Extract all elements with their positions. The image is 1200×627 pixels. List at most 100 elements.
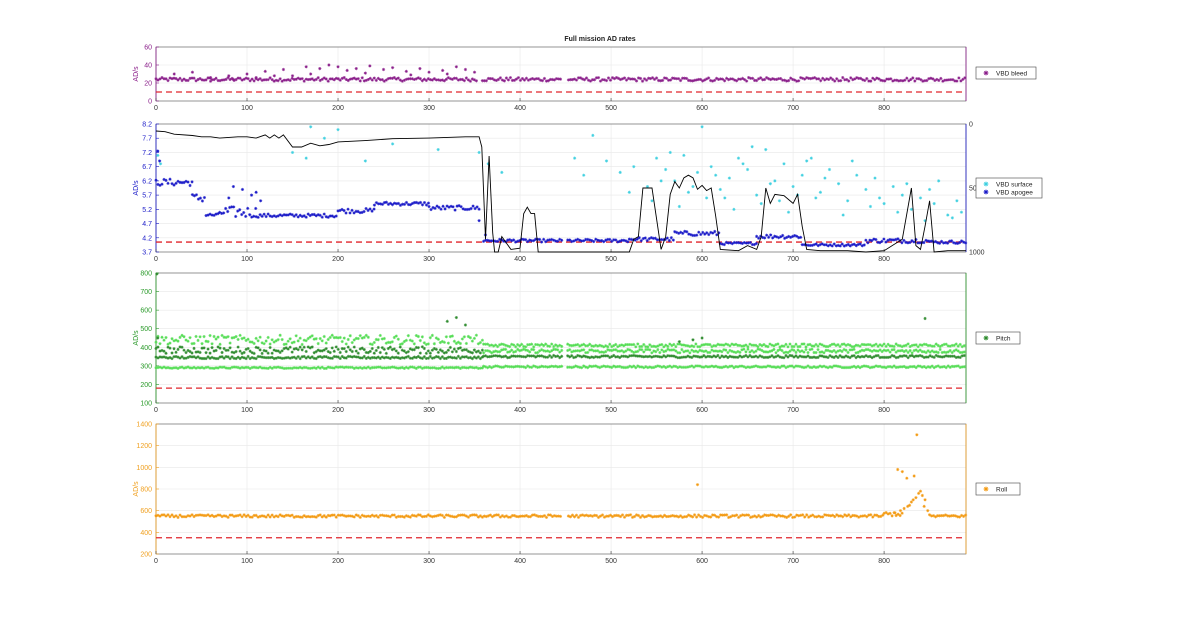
data-point bbox=[861, 78, 865, 82]
x-tick-label: 100 bbox=[241, 558, 253, 565]
data-point bbox=[755, 193, 759, 197]
data-point bbox=[370, 346, 374, 351]
data-point bbox=[390, 365, 394, 369]
data-point bbox=[787, 79, 791, 83]
data-point bbox=[598, 343, 602, 347]
data-point bbox=[458, 346, 462, 350]
y-tick-label: 8.2 bbox=[142, 122, 152, 129]
data-point bbox=[902, 506, 906, 511]
data-point bbox=[208, 356, 212, 360]
data-point bbox=[811, 76, 815, 80]
data-point bbox=[728, 241, 732, 245]
data-point bbox=[302, 354, 306, 359]
data-point bbox=[856, 350, 860, 354]
data-point bbox=[316, 514, 320, 518]
data-point bbox=[176, 347, 180, 351]
data-point bbox=[552, 364, 556, 369]
data-point bbox=[300, 77, 304, 81]
data-point bbox=[710, 364, 714, 368]
data-point bbox=[206, 213, 210, 217]
data-point bbox=[458, 366, 462, 370]
data-point bbox=[378, 513, 382, 517]
data-point bbox=[580, 239, 584, 243]
data-point bbox=[753, 514, 757, 518]
data-point bbox=[368, 342, 372, 346]
data-point bbox=[338, 78, 342, 82]
data-point bbox=[614, 76, 619, 80]
data-point bbox=[238, 513, 242, 517]
data-point bbox=[363, 159, 367, 163]
data-point bbox=[681, 231, 685, 235]
data-point bbox=[586, 344, 590, 348]
data-point bbox=[396, 201, 401, 206]
data-point bbox=[264, 349, 268, 353]
data-point bbox=[186, 339, 190, 343]
data-point bbox=[540, 348, 544, 352]
data-point bbox=[771, 236, 775, 240]
data-point bbox=[410, 77, 414, 81]
data-point bbox=[538, 237, 542, 242]
data-point bbox=[624, 354, 628, 358]
data-point bbox=[900, 241, 904, 245]
data-point bbox=[302, 79, 306, 83]
data-point bbox=[312, 212, 316, 217]
data-point bbox=[350, 365, 354, 369]
data-point bbox=[808, 342, 812, 347]
data-point bbox=[834, 343, 838, 348]
data-point bbox=[268, 345, 272, 350]
data-point bbox=[488, 343, 492, 348]
data-point bbox=[194, 513, 198, 517]
data-point bbox=[496, 354, 500, 358]
data-point bbox=[808, 365, 812, 369]
data-point bbox=[426, 201, 431, 205]
data-point bbox=[822, 364, 826, 368]
data-point bbox=[452, 515, 456, 519]
data-point bbox=[194, 366, 198, 370]
data-point bbox=[500, 365, 504, 369]
data-point bbox=[410, 513, 414, 517]
data-point bbox=[534, 514, 539, 518]
data-point bbox=[692, 354, 696, 358]
data-point bbox=[856, 242, 860, 247]
data-point bbox=[212, 78, 216, 82]
data-point bbox=[444, 350, 448, 354]
data-point bbox=[258, 348, 262, 352]
data-point bbox=[786, 351, 790, 355]
data-point bbox=[516, 515, 521, 519]
data-point bbox=[730, 355, 734, 359]
data-point bbox=[877, 514, 881, 519]
data-point bbox=[893, 78, 897, 82]
data-point bbox=[906, 504, 910, 508]
data-point bbox=[645, 184, 650, 189]
data-point bbox=[309, 125, 313, 129]
data-point bbox=[322, 348, 326, 352]
data-point bbox=[424, 365, 428, 370]
data-point bbox=[672, 354, 676, 358]
data-point bbox=[956, 515, 960, 519]
data-point bbox=[780, 344, 784, 348]
data-point bbox=[194, 334, 198, 339]
data-point bbox=[866, 347, 870, 352]
data-point bbox=[544, 342, 548, 346]
data-point bbox=[879, 78, 883, 82]
data-point bbox=[522, 78, 527, 82]
data-point bbox=[558, 365, 562, 369]
data-point bbox=[914, 354, 918, 358]
data-point bbox=[787, 514, 791, 518]
data-point bbox=[490, 515, 494, 519]
data-point bbox=[816, 344, 820, 348]
data-point bbox=[803, 515, 807, 519]
data-point bbox=[742, 240, 746, 245]
data-point bbox=[318, 67, 322, 71]
data-point bbox=[954, 364, 958, 368]
data-point bbox=[364, 333, 368, 337]
data-point bbox=[490, 366, 494, 370]
data-point bbox=[526, 348, 530, 353]
data-point bbox=[614, 365, 618, 369]
data-point bbox=[350, 355, 354, 359]
data-point bbox=[488, 239, 492, 243]
data-point bbox=[260, 351, 264, 355]
data-point bbox=[624, 78, 629, 82]
data-point bbox=[352, 515, 356, 519]
data-point bbox=[797, 514, 801, 518]
